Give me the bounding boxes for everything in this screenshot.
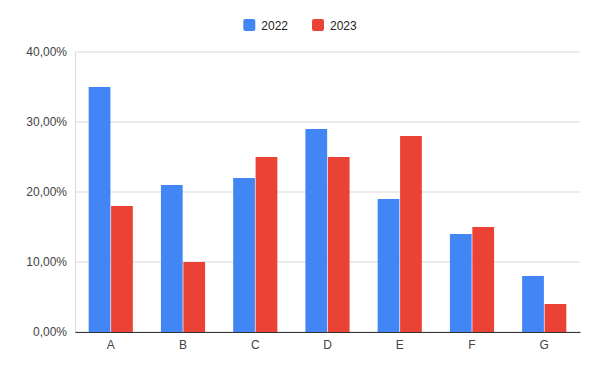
x-tick: F	[468, 338, 475, 352]
y-tick: 30,00%	[26, 115, 75, 129]
legend-item: 2023	[312, 19, 357, 33]
grid-line	[75, 332, 580, 333]
bar	[111, 206, 133, 332]
x-tick: B	[179, 338, 187, 352]
x-tick-label: F	[468, 338, 475, 352]
y-tick: 40,00%	[26, 45, 75, 59]
x-tick: A	[107, 338, 115, 352]
bar	[89, 87, 111, 332]
x-tick-label: C	[251, 338, 260, 352]
x-tick: D	[323, 338, 332, 352]
bar	[328, 157, 350, 332]
x-tick-label: D	[323, 338, 332, 352]
series-bars	[111, 136, 566, 332]
bar	[472, 227, 494, 332]
bar	[183, 262, 205, 332]
y-tick-label: 20,00%	[26, 185, 67, 199]
grid-line	[75, 262, 580, 263]
x-tick-label: A	[107, 338, 115, 352]
plot: 0,00% 10,00% 20,00% 30,00% 40,00% A B C D E F G	[26, 45, 580, 351]
y-axis-line	[75, 53, 76, 333]
x-axis: A B C D E F G	[76, 333, 581, 352]
legend-label: 2023	[330, 19, 357, 33]
grid	[75, 52, 580, 332]
bar	[233, 178, 255, 332]
legend-swatch	[243, 19, 255, 31]
bar	[400, 136, 422, 332]
y-tick: 10,00%	[26, 255, 75, 269]
bar	[256, 157, 278, 332]
bar	[378, 199, 400, 332]
grid-line	[75, 52, 580, 53]
x-tick: C	[251, 338, 260, 352]
x-tick-label: B	[179, 338, 187, 352]
x-axis-line	[76, 332, 581, 333]
legend: 2022 2023	[243, 19, 357, 33]
y-tick-label: 0,00%	[33, 325, 67, 339]
bars	[89, 87, 567, 332]
y-tick-label: 10,00%	[26, 255, 67, 269]
chart: 0,00% 10,00% 20,00% 30,00% 40,00% A B C D E F G 2022…	[0, 0, 600, 371]
legend-item: 2022	[243, 19, 288, 33]
series-bars	[89, 87, 544, 332]
y-tick: 20,00%	[26, 185, 75, 199]
x-tick-label: E	[396, 338, 404, 352]
y-tick: 0,00%	[33, 325, 75, 339]
x-tick-label: G	[540, 338, 549, 352]
grid-line	[75, 192, 580, 193]
grid-line	[75, 122, 580, 123]
y-tick-label: 40,00%	[26, 45, 67, 59]
y-axis: 0,00% 10,00% 20,00% 30,00% 40,00%	[26, 45, 75, 339]
bar	[305, 129, 327, 332]
x-tick: G	[540, 338, 549, 352]
bar	[545, 304, 567, 332]
legend-swatch	[312, 19, 324, 31]
bar	[161, 185, 183, 332]
legend-label: 2022	[261, 19, 288, 33]
bar	[450, 234, 472, 332]
y-tick-label: 30,00%	[26, 115, 67, 129]
x-tick: E	[396, 338, 404, 352]
bar	[522, 276, 544, 332]
